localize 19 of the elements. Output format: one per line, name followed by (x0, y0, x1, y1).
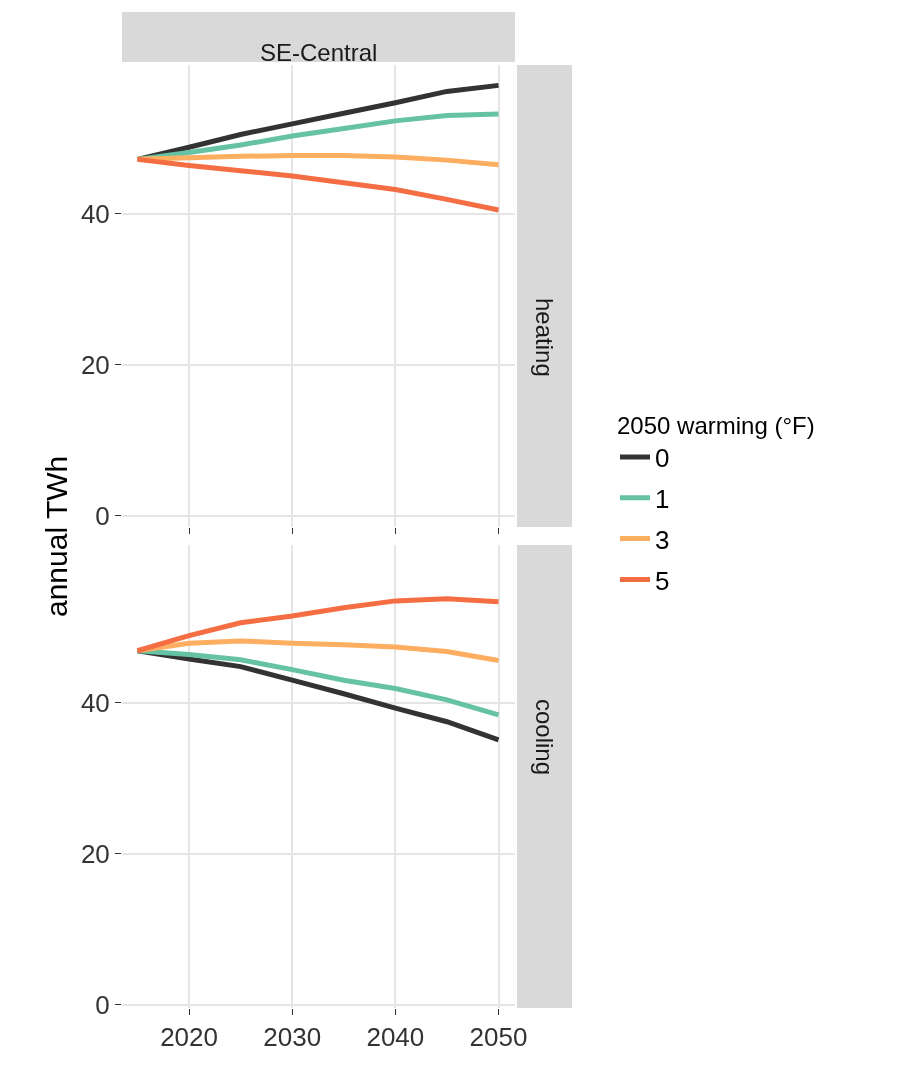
y-tick-label: 20 (80, 349, 110, 380)
y-tick-label: 0 (95, 990, 110, 1021)
y-tick-label: 0 (95, 500, 110, 531)
y-tick-label: 40 (80, 687, 110, 718)
legend-label: 5 (655, 565, 670, 596)
y-tick-label: 20 (80, 839, 110, 870)
x-tick-label: 2030 (263, 1022, 322, 1053)
y-axis-title: annual TWh (40, 455, 73, 617)
legend-label: 1 (655, 483, 670, 514)
chart-title: SE-Central (260, 39, 378, 66)
text: heating (531, 298, 558, 377)
text: cooling (531, 699, 558, 776)
y-tick-label: 40 (80, 198, 110, 229)
legend-title: 2050 warming (°F) (617, 411, 815, 439)
x-tick-label: 2050 (469, 1022, 528, 1053)
legend-label: 0 (655, 443, 670, 474)
legend-label: 3 (655, 524, 670, 555)
x-tick-label: 2040 (366, 1022, 425, 1053)
x-tick-label: 2020 (160, 1022, 218, 1053)
